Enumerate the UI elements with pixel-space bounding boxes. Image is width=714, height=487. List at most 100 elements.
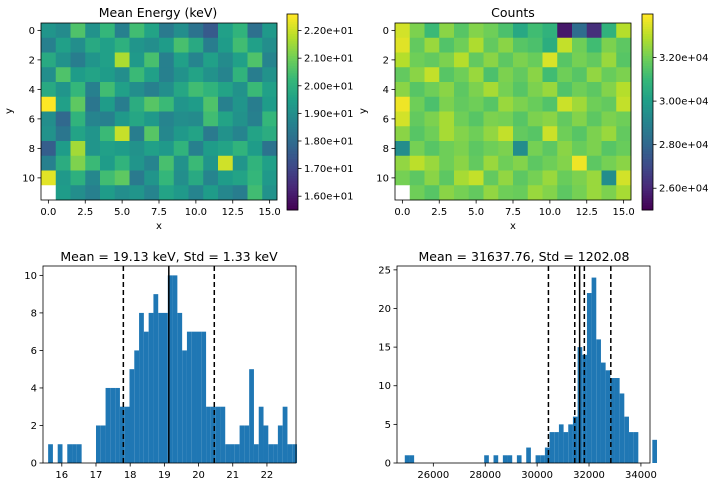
heatmap-cell	[454, 82, 470, 98]
colorbar-tick-label: 3.00e+04	[659, 97, 709, 108]
heatmap-cell	[513, 37, 529, 53]
colorbar-strip	[642, 94, 653, 98]
histogram-bar	[129, 369, 135, 463]
heatmap-cell	[41, 185, 57, 201]
histogram-bar	[134, 350, 140, 463]
heatmap-cell	[454, 126, 470, 142]
heatmap-cell	[468, 111, 484, 127]
heatmap-cell	[468, 37, 484, 53]
heatmap-cell	[409, 23, 425, 39]
x-tick-label: 5.0	[114, 207, 130, 218]
heatmap-cell	[468, 52, 484, 68]
heatmap-cell	[262, 82, 278, 98]
colorbar-strip	[642, 178, 653, 181]
heatmap-cell	[203, 155, 219, 171]
heatmap-cell	[616, 52, 632, 68]
heatmap-cell	[586, 23, 602, 39]
heatmap-cell	[439, 155, 455, 171]
mean-energy-colorbar: 1.60e+01 1.70e+01 1.80e+01 1.90e+01 2.00e+01…	[286, 13, 354, 211]
heatmap-cell	[129, 96, 145, 112]
heatmap-cell	[616, 67, 632, 83]
colorbar-strip	[287, 134, 298, 137]
heatmap-cell	[100, 170, 116, 186]
colorbar-strip	[287, 200, 298, 204]
colorbar-strip	[642, 102, 653, 106]
heatmap-cell	[439, 126, 455, 142]
heatmap-cell	[100, 111, 116, 127]
y-tick-label: 8	[29, 144, 35, 155]
heatmap-cell	[262, 37, 278, 53]
heatmap-cell	[262, 23, 278, 39]
colorbar-strip	[642, 114, 653, 118]
heatmap-cell	[85, 141, 101, 157]
y-tick-label: 0	[385, 459, 391, 470]
heatmap-cell	[232, 126, 248, 142]
heatmap-cell	[468, 141, 484, 157]
colorbar-strip	[287, 50, 298, 54]
colorbar-strip	[642, 85, 653, 88]
heatmap-cell	[70, 185, 86, 201]
heatmap-cell	[247, 96, 263, 112]
heatmap-cell	[129, 67, 145, 83]
heatmap-cell	[232, 185, 248, 201]
heatmap-cell	[188, 126, 204, 142]
heatmap-cell	[188, 111, 204, 127]
histogram-bar	[619, 393, 625, 463]
heatmap-cell	[572, 126, 588, 142]
heatmap-cell	[218, 37, 234, 53]
heatmap-cell	[513, 111, 529, 127]
heatmap-cell	[483, 185, 499, 201]
heatmap-cell	[262, 126, 278, 142]
heatmap-cell	[159, 23, 175, 39]
histogram-bar	[582, 354, 587, 463]
heatmap-cell	[188, 37, 204, 53]
histogram-bar	[158, 312, 164, 463]
heatmap-cell	[41, 141, 57, 157]
heatmap-cell	[616, 23, 632, 39]
heatmap-cell	[542, 111, 558, 127]
heatmap-cell	[483, 111, 499, 127]
heatmap-cell	[557, 155, 573, 171]
colorbar-strip	[287, 136, 298, 140]
heatmap-cell	[262, 67, 278, 83]
heatmap-cell	[114, 185, 130, 201]
heatmap-cell	[232, 111, 248, 127]
heatmap-cell	[85, 82, 101, 98]
heatmap-cell	[203, 126, 219, 142]
x-tick-label: 18	[124, 470, 137, 481]
y-tick-label: 2	[31, 421, 37, 432]
x-tick-label: 12.5	[222, 207, 244, 218]
heatmap-cell	[557, 96, 573, 112]
heatmap-cell	[203, 111, 219, 127]
x-tick-label: 0.0	[40, 207, 56, 218]
heatmap-cell	[439, 67, 455, 83]
histogram-bar	[115, 387, 120, 463]
heatmap-cell	[55, 96, 71, 112]
colorbar-strip	[287, 121, 298, 125]
heatmap-cell	[557, 126, 573, 142]
colorbar-strip	[642, 107, 653, 110]
colorbar-strip	[287, 26, 298, 30]
heatmap-cell	[159, 185, 175, 201]
heatmap-cell	[409, 185, 425, 201]
colorbar-strip	[287, 33, 298, 37]
heatmap-cell	[468, 126, 484, 142]
colorbar-strip	[287, 202, 298, 206]
heatmap-cell	[129, 52, 145, 68]
histogram-bar	[48, 444, 53, 463]
heatmap-cell	[513, 52, 529, 68]
heatmap-cell	[572, 111, 588, 127]
heatmap-cell	[70, 141, 86, 157]
heatmap-cell	[262, 155, 278, 171]
heatmap-cell	[114, 111, 130, 127]
heatmap-cell	[601, 37, 617, 53]
heatmap-cell	[542, 23, 558, 39]
colorbar-strip	[642, 197, 653, 201]
heatmap-cell	[41, 67, 57, 83]
heatmap-cell	[55, 111, 71, 127]
heatmap-cell	[188, 155, 204, 171]
colorbar-strip	[287, 195, 298, 199]
colorbar-strip	[642, 31, 653, 34]
heatmap-cell	[232, 170, 248, 186]
